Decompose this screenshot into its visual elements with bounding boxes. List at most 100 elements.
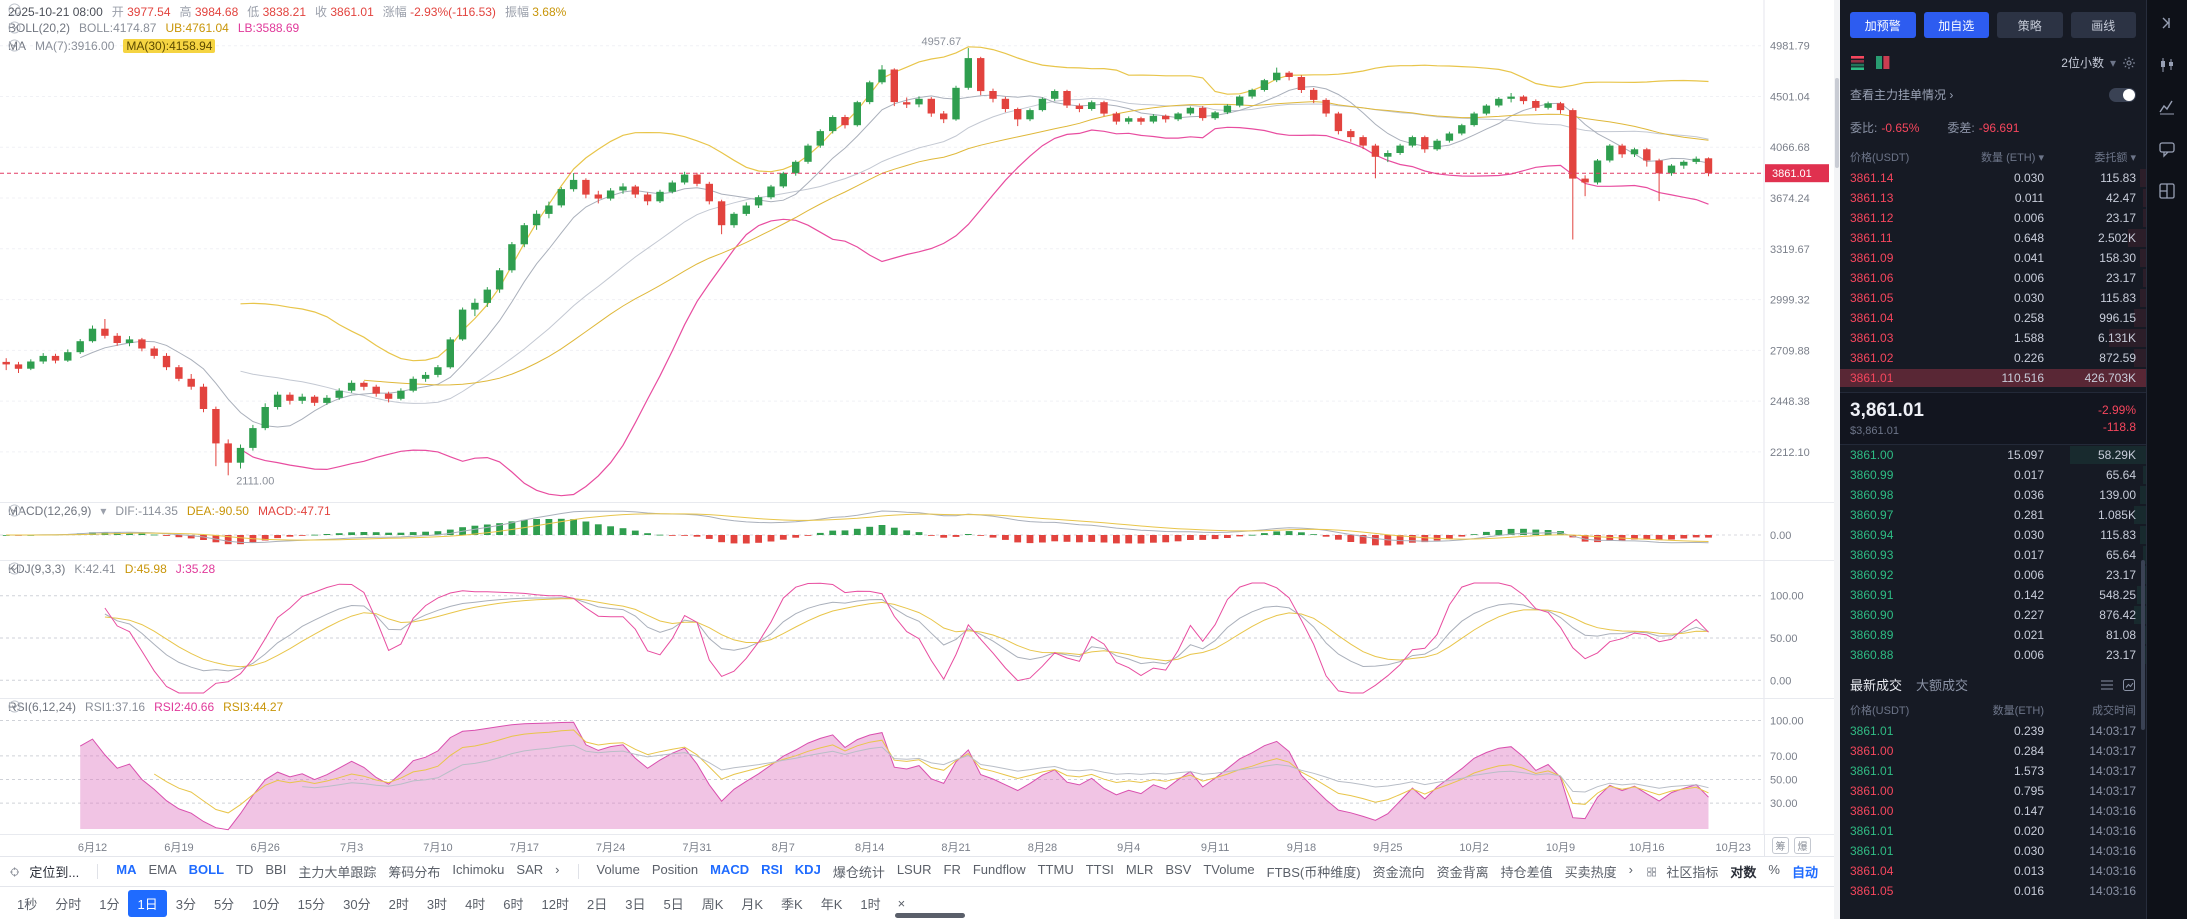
ask-row[interactable]: 3861.06 0.006 23.17 (1840, 268, 2146, 288)
timeframe-1时[interactable]: 1时 (860, 896, 881, 912)
indicator-BSV[interactable]: BSV (1165, 862, 1192, 877)
indicator-资金背离[interactable]: 资金背离 (1436, 865, 1489, 880)
indicator-筹码分布[interactable]: 筹码分布 (388, 865, 441, 880)
ask-row[interactable]: 3861.11 0.648 2.502K (1840, 228, 2146, 248)
timeframe-月K[interactable]: 月K (741, 896, 764, 912)
collapse-icon[interactable] (8, 21, 21, 34)
timeframe-3日[interactable]: 3日 (625, 896, 646, 912)
indicator-MLR[interactable]: MLR (1125, 862, 1154, 877)
bid-row[interactable]: 3860.88 0.006 23.17 (1840, 645, 2146, 665)
trade-row[interactable]: 3861.00 0.284 14:03:17 (1840, 741, 2146, 761)
indicator-TD[interactable]: TD (236, 862, 254, 877)
indicator-FTBS(币种维度)[interactable]: FTBS(币种维度) (1266, 865, 1361, 880)
trade-row[interactable]: 3861.01 1.573 14:03:17 (1840, 761, 2146, 781)
indicator-KDJ[interactable]: KDJ (794, 862, 821, 877)
collapse-icon[interactable] (8, 39, 21, 52)
collapse-icon[interactable] (8, 562, 21, 575)
chart-option-自动[interactable]: 自动 (1791, 865, 1818, 880)
bid-row[interactable]: 3860.89 0.021 81.08 (1840, 625, 2146, 645)
bid-row[interactable]: 3861.00 15.097 58.29K (1840, 445, 2146, 465)
indicator-MA[interactable]: MA (116, 862, 137, 877)
chart-option-%[interactable]: % (1768, 862, 1780, 877)
horizontal-scrollbar[interactable] (895, 913, 965, 918)
scrollbar-thumb[interactable] (1835, 78, 1839, 168)
timeframe-2时[interactable]: 2时 (388, 896, 409, 912)
indicator-Ichimoku[interactable]: Ichimoku (452, 862, 505, 877)
bid-row[interactable]: 3860.94 0.030 115.83 (1840, 525, 2146, 545)
tab-latest-trades[interactable]: 最新成交 (1850, 678, 1903, 693)
timeframe-分时[interactable]: 分时 (55, 896, 82, 912)
ask-row[interactable]: 3861.12 0.006 23.17 (1840, 208, 2146, 228)
collapse-icon[interactable] (8, 3, 21, 16)
timeframe-1秒[interactable]: 1秒 (17, 896, 38, 912)
close-custom-timeframe-button[interactable]: × (897, 895, 906, 911)
decimals-select[interactable]: 2位小数 (2061, 56, 2104, 70)
kline-icon[interactable] (2158, 56, 2176, 74)
overlay-chip-chips[interactable]: 筹 (1772, 837, 1789, 854)
ask-row[interactable]: 3861.03 1.588 6.131K (1840, 328, 2146, 348)
timeframe-季K[interactable]: 季K (781, 896, 803, 912)
layout-icon[interactable] (2158, 182, 2176, 200)
gear-icon[interactable] (2122, 56, 2136, 70)
indicator-MACD[interactable]: MACD (710, 862, 750, 877)
trade-row[interactable]: 3861.01 0.239 14:03:17 (1840, 721, 2146, 741)
caret-icon[interactable]: ▾ (100, 504, 107, 518)
chart-option-对数[interactable]: 对数 (1730, 865, 1757, 880)
trade-row[interactable]: 3861.00 0.795 14:03:17 (1840, 781, 2146, 801)
indicator-›[interactable]: › (1628, 862, 1633, 877)
tab-large-trades[interactable]: 大额成交 (1916, 678, 1969, 693)
main-orders-link[interactable]: 查看主力挂单情况 › (1850, 88, 1954, 102)
indicator-Fundflow[interactable]: Fundflow (972, 862, 1026, 877)
community-icon[interactable] (1647, 865, 1657, 879)
bid-row[interactable]: 3860.90 0.227 876.42 (1840, 605, 2146, 625)
timeframe-1日[interactable]: 1日 (128, 889, 167, 917)
indicator-›[interactable]: › (555, 862, 560, 877)
timeframe-30分[interactable]: 30分 (343, 896, 371, 912)
timeframe-5分[interactable]: 5分 (213, 896, 235, 912)
sort-caret-icon[interactable]: ▾ (2038, 152, 2044, 164)
indicator-Position[interactable]: Position (651, 862, 699, 877)
trade-row[interactable]: 3861.01 0.020 14:03:16 (1840, 821, 2146, 841)
book-mode-split-icon[interactable] (1875, 55, 1890, 70)
ask-row[interactable]: 3861.01 110.516 426.703K (1840, 368, 2146, 388)
timeframe-3分[interactable]: 3分 (175, 896, 196, 912)
indicator-资金流向[interactable]: 资金流向 (1372, 865, 1425, 880)
bid-row[interactable]: 3860.91 0.142 548.25 (1840, 585, 2146, 605)
indicator-FR[interactable]: FR (943, 862, 961, 877)
panel-scrollbar[interactable] (2141, 560, 2145, 730)
timeframe-6时[interactable]: 6时 (503, 896, 524, 912)
indicator-BOLL[interactable]: BOLL (188, 862, 225, 877)
indicator-持仓差值[interactable]: 持仓差值 (1500, 865, 1553, 880)
chart-vertical-scrollbar[interactable] (1834, 0, 1840, 919)
indicator-TTSI[interactable]: TTSI (1085, 862, 1114, 877)
ask-row[interactable]: 3861.05 0.030 115.83 (1840, 288, 2146, 308)
chat-icon[interactable] (2158, 140, 2176, 158)
ask-row[interactable]: 3861.13 0.011 42.47 (1840, 188, 2146, 208)
ask-row[interactable]: 3861.02 0.226 872.59 (1840, 348, 2146, 368)
ask-row[interactable]: 3861.14 0.030 115.83 (1840, 168, 2146, 188)
chevron-down-icon[interactable]: ▾ (2109, 55, 2116, 70)
overlay-chip-liquidation[interactable]: 爆 (1794, 837, 1811, 854)
indicator-TTMU[interactable]: TTMU (1037, 862, 1074, 877)
sort-caret-icon[interactable]: ▾ (2130, 152, 2136, 164)
timeframe-10分[interactable]: 10分 (252, 896, 280, 912)
trade-row[interactable]: 3861.05 0.016 14:03:16 (1840, 881, 2146, 901)
chart-option-社区指标[interactable]: 社区指标 (1666, 865, 1719, 880)
indicator-买卖热度[interactable]: 买卖热度 (1564, 865, 1617, 880)
indicator-Volume[interactable]: Volume (596, 862, 640, 877)
draw-line-button[interactable]: 画线 (2070, 12, 2136, 38)
collapse-icon[interactable] (8, 504, 21, 517)
timeframe-15分[interactable]: 15分 (297, 896, 326, 912)
locate-button[interactable]: 定位到... (29, 865, 80, 880)
timeframe-2日[interactable]: 2日 (587, 896, 608, 912)
bid-row[interactable]: 3860.92 0.006 23.17 (1840, 565, 2146, 585)
collapse-panel-icon[interactable] (2158, 14, 2176, 32)
ask-row[interactable]: 3861.04 0.258 996.15 (1840, 308, 2146, 328)
indicator-LSUR[interactable]: LSUR (896, 862, 932, 877)
indicator-icon[interactable] (2158, 98, 2176, 116)
timeframe-12时[interactable]: 12时 (541, 896, 569, 912)
indicator-SAR[interactable]: SAR (516, 862, 544, 877)
locate-icon[interactable] (10, 865, 20, 879)
timeframe-周K[interactable]: 周K (701, 896, 724, 912)
trade-row[interactable]: 3861.01 0.030 14:03:16 (1840, 841, 2146, 861)
